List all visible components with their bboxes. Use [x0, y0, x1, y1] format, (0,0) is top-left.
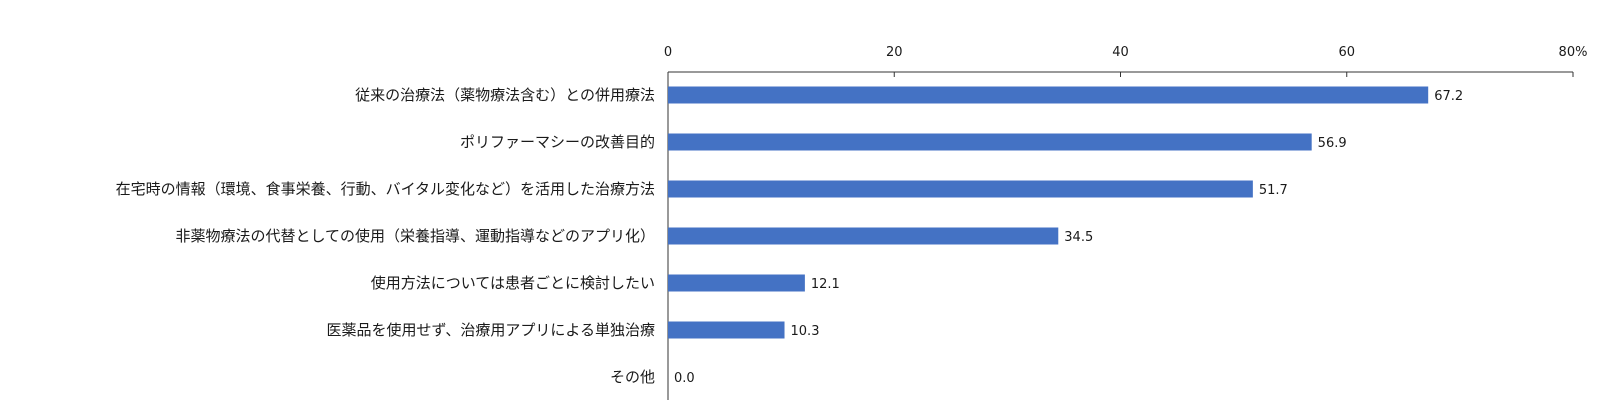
data-label-6: 0.0 — [674, 371, 695, 386]
bar-5 — [668, 321, 785, 339]
data-labels: 67.2 56.9 51.7 34.5 12.1 10.3 0.0 — [674, 89, 1463, 386]
data-label-3: 34.5 — [1064, 230, 1093, 245]
category-label-2: 在宅時の情報（環境、食事栄養、行動、バイタル変化など）を活用した治療方法 — [116, 180, 655, 198]
category-label-0: 従来の治療法（薬物療法含む）との併用療法 — [355, 86, 655, 104]
data-label-1: 56.9 — [1318, 136, 1347, 151]
category-label-3: 非薬物療法の代替としての使用（栄養指導、運動指導などのアプリ化） — [175, 227, 655, 245]
bar-2 — [668, 180, 1253, 198]
category-label-6: その他 — [610, 368, 655, 386]
category-label-4: 使用方法については患者ごとに検討したい — [371, 274, 655, 292]
x-axis-ticks: 0 20 40 60 80% — [664, 45, 1588, 77]
data-label-4: 12.1 — [811, 277, 840, 292]
data-label-5: 10.3 — [791, 324, 820, 339]
category-labels: 従来の治療法（薬物療法含む）との併用療法ポリファーマシーの改善目的在宅時の情報（… — [116, 86, 655, 386]
bars — [668, 86, 1429, 339]
category-label-1: ポリファーマシーの改善目的 — [460, 133, 655, 151]
data-label-0: 67.2 — [1434, 89, 1463, 104]
data-label-2: 51.7 — [1259, 183, 1288, 198]
category-label-5: 医薬品を使用せず、治療用アプリによる単独治療 — [326, 321, 655, 339]
x-tick-label-3: 60 — [1338, 45, 1355, 60]
x-tick-label-4: 80% — [1559, 45, 1588, 60]
bar-1 — [668, 133, 1312, 151]
x-tick-label-1: 20 — [886, 45, 903, 60]
x-tick-label-2: 40 — [1112, 45, 1129, 60]
x-tick-label-0: 0 — [664, 45, 672, 60]
bar-0 — [668, 86, 1429, 104]
bar-4 — [668, 274, 805, 292]
bar-3 — [668, 227, 1059, 245]
